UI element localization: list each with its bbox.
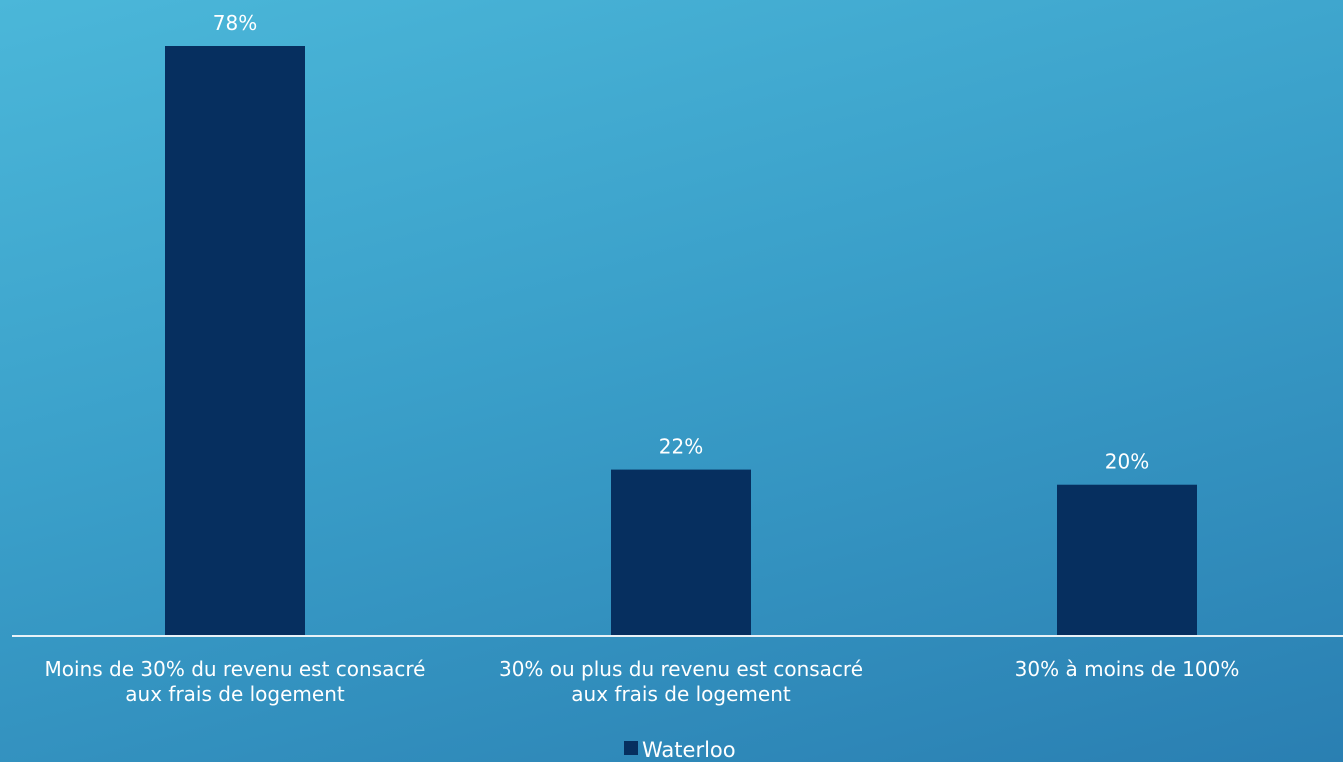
category-label-line: 30% ou plus du revenu est consacré <box>499 657 863 681</box>
category-label-line: aux frais de logement <box>571 682 791 706</box>
bar-1 <box>165 46 305 636</box>
data-labels-group: 78% 22% 20% <box>213 11 1149 474</box>
data-label-1: 78% <box>213 11 257 35</box>
data-label-2: 22% <box>659 435 703 459</box>
legend-label: Waterloo <box>642 738 736 762</box>
category-label-3: 30% à moins de 100% <box>1015 657 1240 681</box>
bar-3 <box>1057 484 1197 636</box>
legend-swatch <box>624 741 638 755</box>
category-label-line: aux frais de logement <box>125 682 345 706</box>
category-label-line: 30% à moins de 100% <box>1015 657 1240 681</box>
data-label-3: 20% <box>1105 450 1149 474</box>
category-label-1: Moins de 30% du revenu est consacré aux f… <box>45 657 426 706</box>
legend: Waterloo <box>624 738 736 762</box>
bar-2 <box>611 469 751 636</box>
category-label-line: Moins de 30% du revenu est consacré <box>45 657 426 681</box>
category-label-2: 30% ou plus du revenu est consacré aux fr… <box>499 657 863 706</box>
category-labels-group: Moins de 30% du revenu est consacré aux f… <box>45 657 1240 706</box>
bars-group <box>165 46 1197 636</box>
